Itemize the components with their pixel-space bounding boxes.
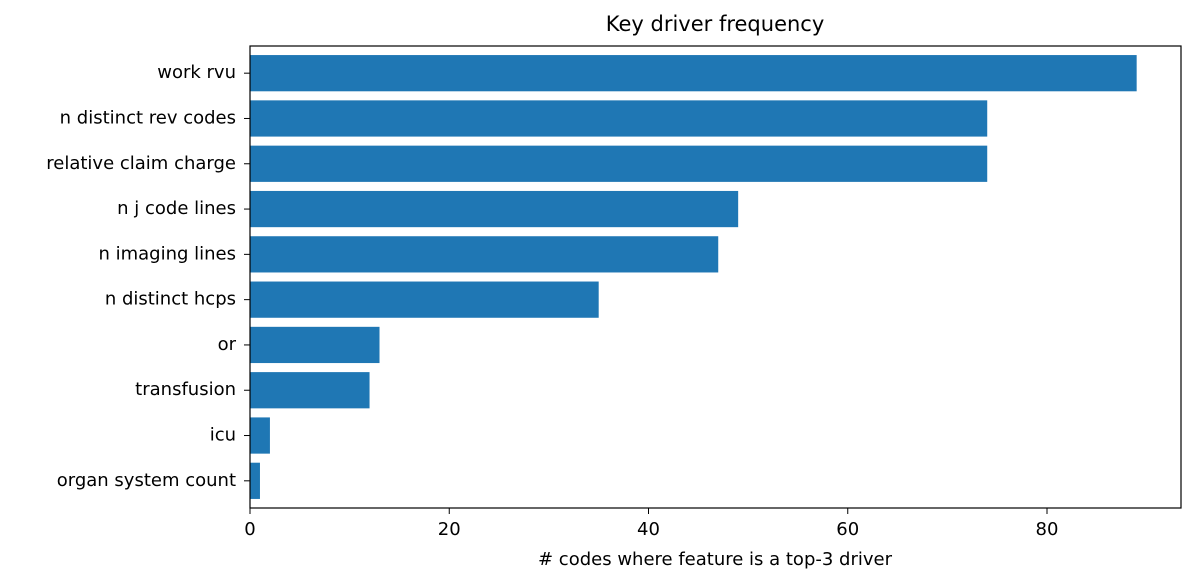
bar [250, 190, 739, 228]
y-tick-label: n distinct hcps [105, 289, 236, 310]
chart-title: Key driver frequency [606, 12, 825, 36]
bar [250, 462, 260, 499]
y-tick-label: n distinct rev codes [60, 107, 236, 128]
bar [250, 372, 370, 409]
y-tick-label: transfusion [135, 379, 236, 400]
y-tick-label: n j code lines [117, 198, 236, 219]
bar [250, 281, 599, 318]
bar [250, 145, 988, 182]
y-tick-label: icu [210, 425, 236, 446]
y-tick-label: work rvu [157, 62, 236, 83]
bar [250, 326, 380, 364]
x-tick-label: 60 [836, 519, 859, 540]
bar [250, 417, 270, 454]
x-tick-label: 80 [1036, 519, 1059, 540]
y-tick-label: n imaging lines [98, 243, 236, 264]
bar [250, 236, 719, 273]
y-tick-label: relative claim charge [46, 153, 236, 174]
x-tick-label: 40 [637, 519, 660, 540]
x-tick-label: 0 [244, 519, 255, 540]
bar [250, 100, 988, 137]
y-tick-label: or [218, 334, 237, 355]
plot-frame [249, 45, 1182, 509]
y-tick-label: organ system count [57, 470, 236, 491]
x-tick-label: 20 [438, 519, 461, 540]
x-axis-label: # codes where feature is a top-3 driver [538, 549, 893, 570]
bar [250, 55, 1137, 92]
